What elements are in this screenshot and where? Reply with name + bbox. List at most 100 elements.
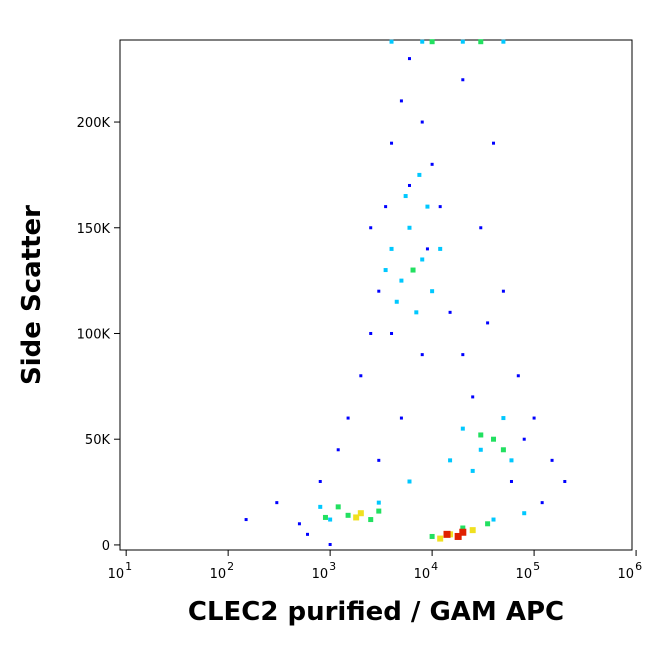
data-point (377, 458, 381, 462)
data-point (359, 374, 363, 378)
data-point (500, 447, 506, 453)
data-point (486, 321, 490, 325)
data-point (376, 500, 381, 505)
plot-frame (119, 39, 633, 551)
data-point (425, 204, 430, 209)
data-point (509, 479, 513, 483)
data-point (318, 504, 323, 509)
data-point (399, 99, 403, 103)
y-tick-label: 150K (77, 222, 111, 237)
data-point (420, 39, 425, 44)
data-point (470, 468, 475, 473)
data-point (550, 458, 554, 462)
data-point (407, 57, 411, 61)
data-point (390, 141, 394, 145)
x-tick-base: 10 (210, 567, 227, 582)
y-axis-title: Side Scatter (17, 205, 47, 385)
data-point (297, 522, 301, 526)
data-point (357, 510, 364, 517)
data-point (345, 512, 351, 518)
data-point (491, 517, 496, 522)
data-point (478, 447, 483, 452)
y-tick-label: 100K (77, 327, 111, 342)
data-point (485, 521, 491, 527)
data-point (454, 532, 462, 540)
data-point (389, 246, 394, 251)
data-point (322, 514, 328, 520)
data-point (438, 205, 442, 209)
x-tick-base: 10 (108, 567, 125, 582)
data-point (471, 395, 475, 399)
data-point (438, 246, 443, 251)
data-point (509, 458, 514, 463)
x-tick-exponent: 4 (431, 560, 438, 573)
x-tick-base: 10 (618, 567, 635, 582)
data-point (407, 225, 412, 230)
data-point (479, 226, 483, 230)
data-point (383, 268, 388, 273)
data-point (425, 247, 429, 251)
data-point (448, 458, 453, 463)
data-point (394, 299, 399, 304)
data-point (403, 194, 408, 199)
x-tick-exponent: 1 (125, 560, 132, 573)
data-point (516, 374, 520, 378)
data-point (389, 39, 394, 44)
data-point (448, 310, 452, 314)
data-point (414, 310, 419, 315)
data-point (399, 278, 404, 283)
data-point (318, 479, 322, 483)
x-tick-label: 106 (618, 560, 643, 582)
data-point (522, 437, 526, 441)
x-tick-base: 10 (414, 567, 431, 582)
data-point (460, 426, 465, 431)
data-point (420, 353, 424, 357)
data-point (399, 416, 403, 420)
x-tick-exponent: 2 (227, 560, 234, 573)
data-point (429, 533, 435, 539)
data-point (522, 511, 527, 516)
data-point (275, 501, 279, 505)
data-point (244, 518, 248, 522)
y-tick-label: 200K (77, 116, 111, 131)
data-point (460, 39, 465, 44)
data-point (429, 39, 435, 45)
x-tick-base: 10 (312, 567, 329, 582)
data-point (328, 543, 332, 547)
data-point (369, 226, 373, 230)
data-point (377, 289, 381, 293)
x-tick-label: 102 (210, 560, 235, 582)
data-point (540, 501, 544, 505)
data-point (430, 289, 435, 294)
data-point (336, 448, 340, 452)
x-tick-label: 105 (516, 560, 541, 582)
x-tick-exponent: 3 (329, 560, 336, 573)
data-point (492, 141, 496, 145)
data-point (469, 527, 476, 534)
data-point (335, 504, 341, 510)
data-point (501, 416, 506, 421)
x-tick-label: 103 (312, 560, 337, 582)
data-point (478, 39, 484, 45)
x-tick-exponent: 5 (533, 560, 540, 573)
data-point (384, 205, 388, 209)
data-point (437, 535, 444, 542)
data-point (369, 331, 373, 335)
data-point (376, 508, 382, 514)
data-point (491, 436, 497, 442)
data-point (443, 530, 451, 538)
y-tick-label: 50K (85, 433, 111, 448)
data-point (501, 39, 506, 44)
data-point (407, 183, 411, 187)
data-point (461, 78, 465, 82)
data-point (430, 162, 434, 166)
data-point (353, 514, 360, 521)
data-point (461, 353, 465, 357)
data-point (328, 517, 333, 522)
x-tick-exponent: 6 (635, 560, 642, 573)
data-point (417, 172, 422, 177)
data-point (368, 517, 374, 523)
data-point (407, 479, 412, 484)
data-point (390, 331, 394, 335)
